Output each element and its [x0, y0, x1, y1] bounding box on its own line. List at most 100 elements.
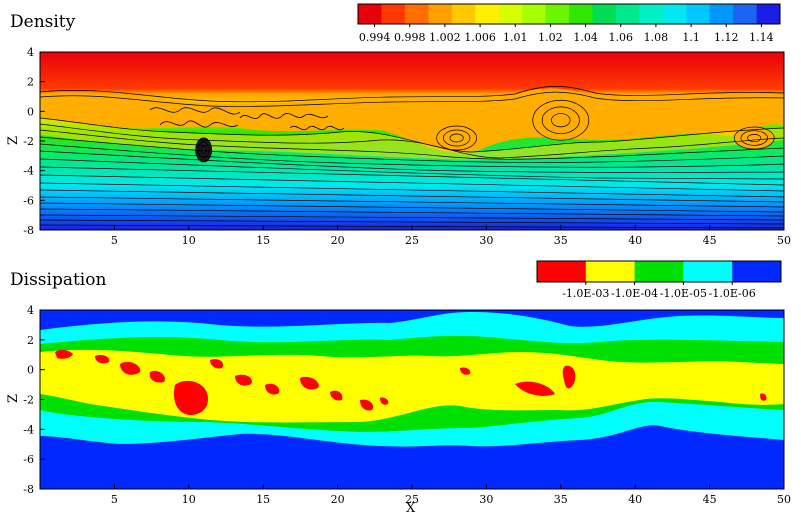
colorbar-tick-label: 1.06 — [609, 31, 634, 44]
colorbar-swatch — [381, 4, 406, 24]
density-mixing-layer — [40, 88, 784, 153]
density-lower-band — [40, 118, 784, 160]
colorbar-swatch — [545, 4, 570, 24]
colorbar-frame — [536, 260, 782, 283]
colorbar-swatch — [585, 261, 636, 282]
vortex-contour — [200, 145, 207, 155]
colorbar-swatch — [537, 261, 587, 282]
x-tick-label: 35 — [554, 493, 568, 506]
x-tick-label: 25 — [405, 234, 419, 247]
colorbar-swatch — [522, 4, 547, 24]
y-tick-label: 2 — [27, 334, 34, 347]
density-turbulence — [149, 107, 345, 131]
x-tick-label: 35 — [554, 234, 568, 247]
colorbar-tick-label: 1.12 — [714, 31, 739, 44]
vortex-contour — [740, 130, 768, 146]
colorbar-swatch — [634, 261, 684, 282]
colorbar-swatch — [428, 4, 453, 24]
colorbar-frame — [357, 3, 781, 25]
colorbar-swatch — [639, 4, 664, 24]
y-tick-label: -2 — [23, 135, 34, 148]
y-tick-label: -4 — [23, 165, 34, 178]
colorbar-tick-label: 1.14 — [749, 31, 774, 44]
colorbar-swatch — [662, 4, 687, 24]
vortex — [436, 126, 477, 151]
colorbar-swatch — [732, 261, 782, 282]
colorbar-tick-label: 0.994 — [359, 31, 391, 44]
colorbar-swatch — [498, 4, 523, 24]
vortex-contour — [436, 125, 477, 151]
colorbar-tick-label: 1.006 — [464, 31, 496, 44]
vortex-contour — [449, 133, 464, 143]
x-tick-label: 30 — [479, 234, 493, 247]
vortex-contour — [551, 113, 571, 128]
vortex-contour — [532, 99, 590, 141]
x-tick-label: 20 — [331, 234, 345, 247]
colorbar-swatch — [686, 4, 711, 24]
x-tick-label: 45 — [703, 234, 717, 247]
y-tick-label: -2 — [23, 394, 34, 407]
colorbar-swatch — [709, 4, 734, 24]
y-tick-label: -8 — [23, 483, 34, 496]
vortex-contour — [541, 106, 580, 134]
colorbar-tick-label: -1.0E-06 — [709, 287, 756, 300]
y-tick-label: -6 — [23, 453, 34, 466]
vortex — [734, 127, 775, 150]
vortex — [532, 100, 589, 141]
y-tick-label: 0 — [27, 364, 34, 377]
x-tick-label: 45 — [703, 493, 717, 506]
x-tick-label: 50 — [777, 493, 791, 506]
colorbar-tick-label: 1.08 — [644, 31, 669, 44]
colorbar-swatch — [683, 261, 733, 282]
x-tick-label: 15 — [256, 234, 270, 247]
dissipation-yellow-band — [40, 349, 784, 423]
colorbar-swatch — [592, 4, 617, 24]
vortex-contour — [733, 126, 775, 150]
density-colorbar: 0.994 0.998 1.002 1.006 1.01 1.02 1.04 1.06 1.08… — [357, 3, 781, 44]
colorbar-swatch — [569, 4, 593, 24]
colorbar-swatch — [733, 4, 758, 24]
x-tick-label: 5 — [111, 493, 118, 506]
colorbar-tick-label: -1.0E-05 — [660, 287, 707, 300]
colorbar-swatch — [358, 4, 382, 24]
density-title: Density — [10, 12, 76, 32]
y-tick-label: -6 — [23, 194, 34, 207]
y-tick-label: 2 — [27, 76, 34, 89]
y-tick-label: -4 — [23, 423, 34, 436]
vortex-contour — [442, 129, 471, 147]
dissipation-title: Dissipation — [10, 270, 106, 290]
colorbar-tick-label: -1.0E-03 — [562, 287, 609, 300]
y-tick-label: 4 — [27, 46, 34, 59]
colorbar-tick-label: 1.01 — [503, 31, 528, 44]
colorbar-swatch — [756, 4, 781, 24]
colorbar-swatch — [615, 4, 640, 24]
dissipation-ylabel: Z — [6, 394, 21, 403]
dissipation-colorbar: -1.0E-03 -1.0E-04 -1.0E-05 -1.0E-06 — [536, 260, 782, 300]
density-field — [40, 52, 784, 230]
density-contours — [40, 86, 784, 229]
x-tick-label: 15 — [256, 493, 270, 506]
vortex-contour — [747, 134, 762, 143]
x-tick-label: 25 — [405, 493, 419, 506]
x-tick-label: 50 — [777, 234, 791, 247]
colorbar-tick-label: 1.02 — [538, 31, 563, 44]
y-tick-label: -8 — [23, 224, 34, 237]
x-tick-label: 30 — [479, 493, 493, 506]
colorbar-tick-label: 0.998 — [394, 31, 426, 44]
x-tick-label: 40 — [628, 234, 642, 247]
x-tick-label: 40 — [628, 493, 642, 506]
y-tick-label: 0 — [27, 105, 34, 118]
x-tick-label: 10 — [182, 234, 196, 247]
density-ylabel: Z — [6, 136, 21, 145]
dissipation-xlabel: X — [406, 501, 416, 516]
y-tick-label: 4 — [27, 304, 34, 317]
colorbar-swatch — [451, 4, 476, 24]
colorbar-tick-label: 1.1 — [682, 31, 700, 44]
colorbar-tick-label: 1.04 — [573, 31, 598, 44]
x-tick-label: 20 — [331, 493, 345, 506]
colorbar-swatch — [475, 4, 500, 24]
x-tick-label: 10 — [182, 493, 196, 506]
